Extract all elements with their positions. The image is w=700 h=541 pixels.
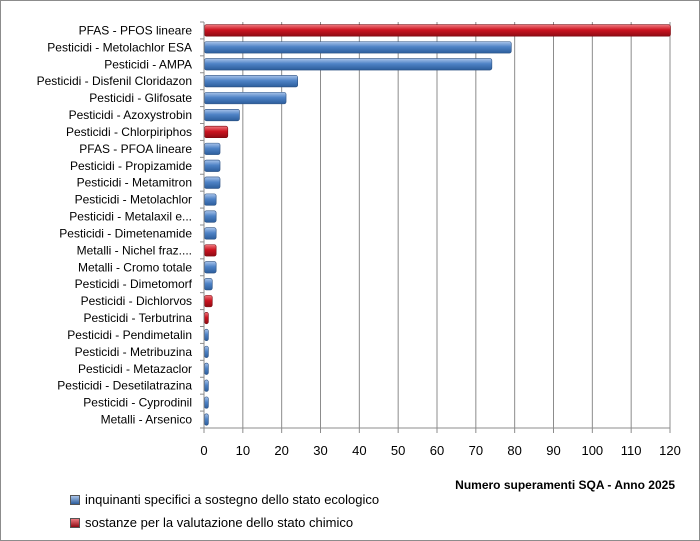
- bar-7: [204, 125, 229, 139]
- bar-19: [204, 328, 209, 342]
- bar-1: [204, 24, 671, 37]
- y-category-label: Pesticidi - Metolachlor ESA: [47, 40, 192, 54]
- y-category-label: Pesticidi - Disfenil Cloridazon: [37, 74, 192, 88]
- bar-2: [204, 41, 512, 54]
- bar-4: [204, 75, 298, 88]
- bar-23: [204, 396, 209, 409]
- bar-3: [204, 58, 493, 71]
- y-category-label: Pesticidi - Metolachlor: [75, 193, 192, 207]
- x-tick-label: 90: [546, 443, 560, 458]
- bar-24: [204, 413, 209, 426]
- y-category-label: Pesticidi - Pendimetalin: [67, 328, 192, 342]
- bar-13: [204, 227, 217, 240]
- bar-8: [204, 142, 221, 155]
- x-tick-label: 0: [200, 443, 207, 458]
- x-tick-label: 100: [581, 443, 603, 458]
- x-tick-label: 50: [391, 443, 405, 458]
- y-category-label: Pesticidi - Chlorpiriphos: [66, 125, 192, 139]
- y-category-label: Pesticidi - Cyprodinil: [83, 396, 192, 410]
- y-category-label: Pesticidi - Azoxystrobin: [69, 108, 192, 122]
- x-tick-label: 70: [469, 443, 483, 458]
- x-tick-label: 120: [659, 443, 681, 458]
- axes: [200, 21, 671, 433]
- x-tick-label: 20: [274, 443, 288, 458]
- bar-17: [204, 295, 213, 308]
- y-category-label: Pesticidi - Terbutrina: [84, 311, 193, 325]
- bar-20: [204, 345, 209, 358]
- y-category-label: Pesticidi - AMPA: [104, 57, 192, 71]
- y-category-label: Pesticidi - Dimetomorf: [75, 277, 193, 291]
- x-tick-label: 110: [621, 443, 642, 458]
- y-category-label: Pesticidi - Metribuzina: [75, 345, 193, 359]
- y-category-label: Pesticidi - Desetilatrazina: [57, 379, 192, 393]
- legend-swatch-chimico: [70, 517, 80, 528]
- x-tick-label: 10: [236, 443, 250, 458]
- bar-14: [204, 244, 217, 257]
- x-tick-label: 60: [430, 443, 444, 458]
- x-tick-label: 40: [352, 443, 366, 458]
- y-category-label: Metalli - Cromo totale: [78, 260, 192, 274]
- bar-12: [204, 210, 217, 223]
- bar-5: [204, 92, 287, 105]
- bar-21: [204, 362, 209, 375]
- bar-22: [204, 379, 209, 392]
- bar-6: [204, 108, 240, 122]
- tick-labels: 0 10 20 30 40 50 60 70 80 90 100 110 120: [200, 443, 680, 458]
- legend-label-ecologico: inquinanti specifici a sostegno dello st…: [85, 492, 380, 507]
- bar-18: [204, 311, 209, 325]
- legend-item-chimico: sostanze per la valutazione dello stato …: [70, 515, 353, 530]
- y-category-label: Pesticidi - Dichlorvos: [81, 294, 192, 308]
- legend-label-chimico: sostanze per la valutazione dello stato …: [85, 515, 354, 530]
- bar-9: [204, 159, 221, 172]
- x-axis-title: Numero superamenti SQA - Anno 2025: [455, 478, 675, 492]
- y-category-label: Pesticidi - Glifosate: [89, 91, 192, 105]
- y-category-label: Pesticidi - Propizamide: [70, 159, 192, 173]
- y-category-label: PFAS - PFOA lineare: [79, 142, 192, 156]
- bar-15: [204, 261, 217, 274]
- bars: [204, 24, 671, 426]
- bar-11: [204, 193, 217, 206]
- bar-10: [204, 176, 221, 189]
- y-category-label: Metalli - Arsenico: [101, 413, 193, 427]
- bar-16: [204, 278, 213, 291]
- legend-item-ecologico: inquinanti specifici a sostegno dello st…: [70, 492, 379, 507]
- y-category-label: PFAS - PFOS lineare: [79, 23, 193, 37]
- category-labels: PFAS - PFOS lineare Pesticidi - Metolachl…: [37, 23, 193, 426]
- x-tick-label: 80: [507, 443, 521, 458]
- y-category-label: Metalli - Nichel fraz....: [77, 243, 192, 257]
- y-category-label: Pesticidi - Metazaclor: [78, 362, 192, 376]
- y-category-label: Pesticidi - Metalaxil e...: [69, 210, 192, 224]
- x-tick-label: 30: [313, 443, 327, 458]
- legend-swatch-ecologico: [70, 494, 80, 505]
- y-category-label: Pesticidi - Metamitron: [77, 176, 192, 190]
- y-category-label: Pesticidi - Dimetenamide: [59, 226, 192, 240]
